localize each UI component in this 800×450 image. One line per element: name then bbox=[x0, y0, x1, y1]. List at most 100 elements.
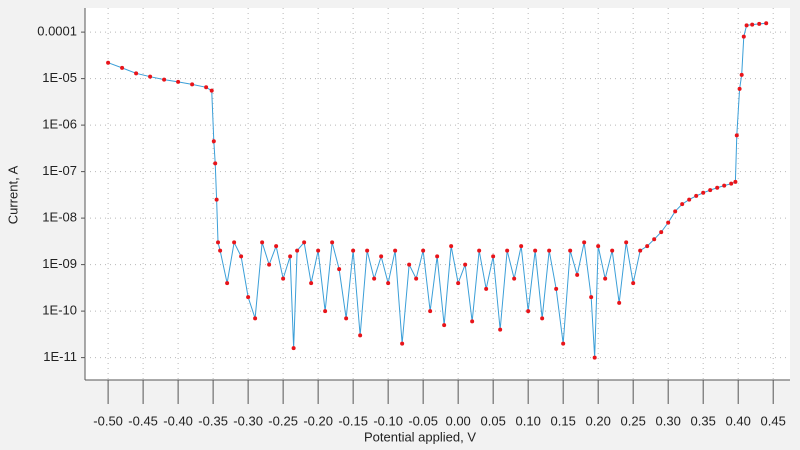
x-tick-label: 0.20 bbox=[586, 413, 611, 428]
y-axis-label: Current, A bbox=[5, 165, 20, 224]
data-point bbox=[540, 316, 545, 321]
data-point bbox=[498, 327, 503, 332]
data-point bbox=[592, 355, 597, 360]
data-point bbox=[547, 248, 552, 253]
data-point bbox=[638, 248, 643, 253]
data-point bbox=[176, 79, 181, 84]
data-point bbox=[162, 77, 167, 82]
data-point bbox=[596, 244, 601, 249]
data-point bbox=[533, 248, 538, 253]
data-point bbox=[213, 161, 218, 166]
data-point bbox=[337, 267, 342, 272]
data-point bbox=[225, 281, 230, 286]
x-tick-label: 0.10 bbox=[516, 413, 541, 428]
x-tick-label: -0.45 bbox=[128, 413, 158, 428]
data-point bbox=[204, 85, 209, 90]
data-point bbox=[733, 179, 738, 184]
data-point bbox=[351, 248, 356, 253]
data-point bbox=[281, 276, 286, 281]
data-point bbox=[554, 286, 559, 291]
data-point bbox=[610, 248, 615, 253]
data-point bbox=[708, 188, 713, 193]
y-tick-label: 1E-10 bbox=[42, 303, 77, 318]
data-point bbox=[239, 254, 244, 259]
data-point bbox=[106, 60, 111, 65]
x-tick-label: -0.10 bbox=[373, 413, 403, 428]
data-point bbox=[737, 86, 742, 91]
data-point bbox=[701, 190, 706, 195]
data-point bbox=[680, 202, 685, 207]
data-point bbox=[344, 316, 349, 321]
data-point bbox=[253, 316, 258, 321]
data-point bbox=[435, 254, 440, 259]
data-point bbox=[470, 319, 475, 324]
data-point bbox=[120, 65, 125, 70]
data-point bbox=[512, 276, 517, 281]
data-point bbox=[209, 88, 214, 93]
data-point bbox=[288, 254, 293, 259]
data-point bbox=[687, 197, 692, 202]
data-point bbox=[274, 244, 279, 249]
data-point bbox=[739, 72, 744, 77]
data-point bbox=[589, 295, 594, 300]
x-tick-label: -0.05 bbox=[408, 413, 438, 428]
data-point bbox=[652, 237, 657, 242]
data-point bbox=[491, 254, 496, 259]
data-point bbox=[295, 248, 300, 253]
x-tick-label: -0.40 bbox=[163, 413, 193, 428]
y-tick-label: 0.0001 bbox=[37, 24, 77, 39]
data-point bbox=[379, 254, 384, 259]
data-point bbox=[582, 240, 587, 245]
data-point bbox=[291, 346, 296, 351]
data-point bbox=[365, 248, 370, 253]
data-point bbox=[330, 240, 335, 245]
x-tick-label: -0.15 bbox=[338, 413, 368, 428]
y-tick-label: 1E-06 bbox=[42, 117, 77, 132]
data-point bbox=[741, 34, 746, 39]
data-point bbox=[260, 240, 265, 245]
data-point bbox=[729, 181, 734, 186]
data-point bbox=[659, 230, 664, 235]
data-point bbox=[624, 240, 629, 245]
data-point bbox=[617, 300, 622, 305]
x-tick-label: 0.00 bbox=[445, 413, 470, 428]
x-tick-label: 0.40 bbox=[726, 413, 751, 428]
data-point bbox=[358, 333, 363, 338]
x-tick-label: -0.30 bbox=[233, 413, 263, 428]
data-point bbox=[267, 262, 272, 267]
y-tick-label: 1E-08 bbox=[42, 210, 77, 225]
data-point bbox=[463, 262, 468, 267]
data-point bbox=[561, 341, 566, 346]
x-tick-label: 0.30 bbox=[656, 413, 681, 428]
x-tick-label: 0.45 bbox=[761, 413, 786, 428]
data-point bbox=[764, 21, 769, 26]
y-tick-label: 1E-11 bbox=[43, 349, 77, 364]
data-point bbox=[456, 281, 461, 286]
data-point bbox=[757, 21, 762, 26]
data-point bbox=[134, 71, 139, 76]
data-point bbox=[734, 133, 739, 138]
data-point bbox=[216, 240, 221, 245]
data-point bbox=[407, 262, 412, 267]
x-tick-label: 0.35 bbox=[691, 413, 716, 428]
x-tick-label: 0.15 bbox=[551, 413, 576, 428]
x-tick-label: -0.20 bbox=[303, 413, 333, 428]
y-tick-label: 1E-05 bbox=[42, 70, 77, 85]
x-tick-label: 0.05 bbox=[481, 413, 506, 428]
x-tick-label: -0.50 bbox=[93, 413, 123, 428]
data-point bbox=[666, 220, 671, 225]
data-point bbox=[414, 276, 419, 281]
data-point bbox=[214, 197, 219, 202]
data-point bbox=[449, 244, 454, 249]
data-point bbox=[484, 286, 489, 291]
x-axis-label: Potential applied, V bbox=[364, 429, 476, 444]
data-point bbox=[575, 272, 580, 277]
data-point bbox=[645, 244, 650, 249]
data-point bbox=[715, 185, 720, 190]
data-point bbox=[316, 248, 321, 253]
data-point bbox=[750, 22, 755, 27]
data-point bbox=[603, 276, 608, 281]
data-point bbox=[505, 248, 510, 253]
data-point bbox=[232, 240, 237, 245]
